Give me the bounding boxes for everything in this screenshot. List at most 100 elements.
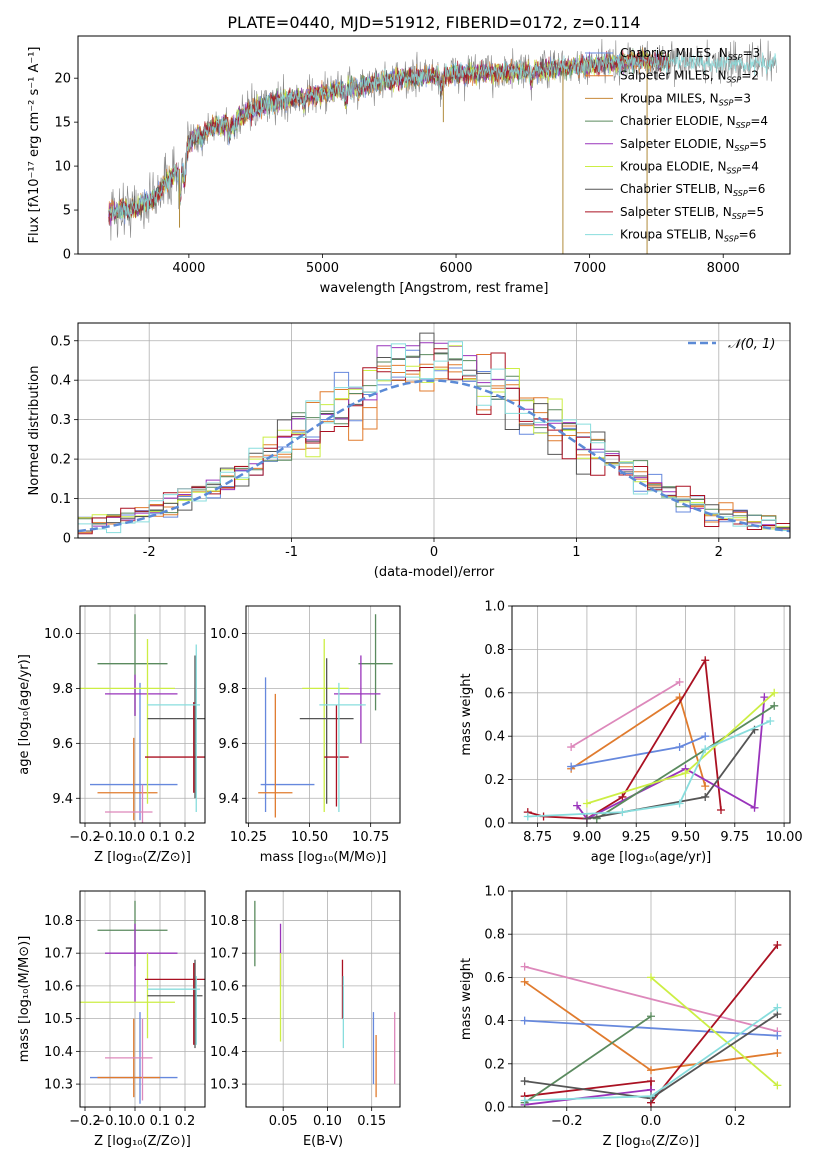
- weight-series-line: [524, 1088, 652, 1106]
- panel-age_vs_Z: −0.2−0.10.0 0.1 0.2 9.4 9.6 9.8 10.0 Z [log₁₀(Z…: [17, 605, 206, 865]
- weight-point-marker: [647, 973, 655, 982]
- residuals-legend: 𝒩(0, 1): [688, 337, 775, 352]
- weight_vs_age-ytick-label: 0.8: [484, 643, 505, 658]
- residuals-ytick-label: 0.1: [50, 492, 71, 507]
- weight-point-marker: [567, 743, 576, 752]
- residuals-xtick-label: -2: [143, 545, 156, 560]
- weight-series: [567, 732, 710, 771]
- legend-entry-value: =2: [741, 69, 759, 83]
- weight-point-marker: [520, 1016, 529, 1025]
- legend-entry-value: =6: [739, 228, 757, 242]
- weight_vs_Z-xtick-label: 0.0: [641, 1114, 662, 1129]
- legend-entry-main: Chabrier ELODIE, N: [620, 114, 736, 128]
- weight-point-marker: [582, 799, 591, 808]
- legend-entry-subscript: SSP: [727, 167, 742, 176]
- weight-point-marker: [573, 801, 582, 810]
- errorbar-point: [105, 1018, 153, 1101]
- weight-series: [520, 1003, 782, 1105]
- panel-weight_vs_Z: −0.2 0.0 0.2 0.0 0.2 0.4 0.6 0.8 1.0 Z [log₁₀(Z/Z…: [459, 885, 791, 1149]
- weight_vs_age-xtick-label: 9.75: [720, 830, 749, 845]
- age_vs_Z-ytick-label: 10.0: [44, 627, 73, 642]
- residuals-xlabel: (data-model)/error: [374, 565, 495, 580]
- residual-histogram: [78, 348, 790, 535]
- legend-entry-subscript: SSP: [724, 235, 739, 244]
- legend-entry-label: Chabrier ELODIE, NSSP=4: [620, 114, 768, 130]
- spectrum-frame: [77, 35, 791, 255]
- legend-entry-subscript: SSP: [728, 53, 743, 62]
- panel-weight_vs_age: 8.75 9.00 9.25 9.50 9.75 10.00 0.0 0.2 0.4 0.6 0.8…: [459, 600, 803, 866]
- weight_vs_age-ytick-label: 1.0: [484, 600, 505, 615]
- weight_vs_Z-frame: [511, 890, 791, 1108]
- weight_vs_age-xtick-label: 9.00: [572, 830, 601, 845]
- weight_vs_Z-xtick-label: 0.2: [725, 1114, 746, 1129]
- legend-entry-value: =5: [749, 137, 767, 151]
- mass_vs_Z-frame: [79, 890, 206, 1108]
- errorbar-point: [319, 682, 366, 813]
- mass_vs_Z-ytick-label: 10.4: [44, 1045, 73, 1060]
- residuals-ytick-label: 0.5: [50, 334, 71, 349]
- age_vs_Z-plot: [80, 614, 205, 823]
- model-spectrum-line: [108, 50, 671, 225]
- weight-point-marker: [675, 799, 684, 808]
- legend-entry-main: Chabrier MILES, N: [620, 46, 728, 60]
- weight_vs_age-xtick-label: 9.25: [622, 830, 651, 845]
- errorbar-point: [145, 702, 205, 793]
- normal-distribution-curve: [78, 379, 790, 533]
- weight-series: [592, 701, 779, 823]
- mass_vs_Z-xtick-label: −0.1: [94, 1114, 126, 1129]
- residuals-axes: -2 -1 0 1 2 0 0.1 0.2 0.3 0.4 0.5 (data-model)/erro…: [27, 322, 791, 580]
- weight-point-marker: [675, 677, 684, 686]
- weight_vs_age-ytick-label: 0.4: [484, 730, 505, 745]
- panel-mass_vs_ebv: 0.05 0.10 0.15 10.3 10.4 10.5 10.6 10.7 10.8 E(B-…: [210, 890, 401, 1149]
- spectrum-ytick-label: 0: [63, 248, 71, 263]
- mass_vs_ebv-xtick-label: 0.05: [269, 1114, 298, 1129]
- errorbar-point: [105, 674, 178, 716]
- mass_vs_ebv-ytick-label: 10.4: [210, 1045, 239, 1060]
- weight-point-marker: [773, 941, 782, 949]
- age_vs_mass-ytick-label: 9.6: [218, 737, 239, 752]
- weight-point-marker: [773, 1049, 782, 1057]
- weight_vs_age-axes: 8.75 9.00 9.25 9.50 9.75 10.00 0.0 0.2 0.4 0.6 0.8…: [459, 600, 803, 866]
- errorbar-point: [258, 693, 293, 818]
- errorbar-point: [80, 638, 175, 804]
- mass_vs_ebv-xtick-label: 0.10: [313, 1114, 342, 1129]
- figure-title: PLATE=0440, MJD=51912, FIBERID=0172, z=0…: [227, 13, 640, 32]
- mass_vs_ebv-grid: [246, 891, 400, 1107]
- weight_vs_age-ytick-label: 0.2: [484, 773, 505, 788]
- weight-point-marker: [701, 792, 710, 801]
- age_vs_Z-xtick-label: 0.2: [175, 830, 196, 845]
- residuals-xtick-label: 0: [430, 545, 438, 560]
- errorbar-point: [105, 784, 153, 823]
- residuals-xtick-label: 2: [715, 545, 723, 560]
- weight_vs_age-xtick-label: 9.50: [671, 830, 700, 845]
- weight-point-marker: [773, 1003, 782, 1012]
- legend-entry-main: Kroupa ELODIE, N: [620, 160, 727, 174]
- mass_vs_ebv-ytick-label: 10.5: [210, 1012, 239, 1027]
- spectrum-xtick-label: 8000: [707, 261, 740, 276]
- legend-entry-subscript: SSP: [719, 98, 734, 107]
- weight-series: [567, 677, 684, 752]
- age_vs_mass-ytick-label: 9.4: [218, 792, 239, 807]
- legend-entry-label: Kroupa MILES, NSSP=3: [620, 91, 751, 107]
- mass_vs_Z-ytick-label: 10.8: [44, 914, 73, 929]
- weight_vs_Z-xlabel: Z [log₁₀(Z/Z⊙)]: [603, 1134, 700, 1149]
- spectrum-xtick-label: 4000: [172, 261, 205, 276]
- legend-entry-value: =3: [733, 91, 751, 105]
- age_vs_mass-xlabel: mass [log₁₀(M/M⊙)]: [260, 850, 387, 865]
- weight-series: [520, 1016, 782, 1040]
- legend-entry-value: =3: [742, 46, 760, 60]
- legend-entry-label: Salpeter ELODIE, NSSP=5: [620, 137, 767, 153]
- mass_vs_ebv-ytick-label: 10.3: [210, 1078, 239, 1093]
- model-spectrum-line: [108, 49, 777, 220]
- age_vs_Z-frame: [79, 605, 206, 824]
- legend-entry-subscript: SSP: [734, 144, 749, 153]
- errorbar-point: [302, 638, 349, 813]
- weight_vs_Z-ytick-label: 0.2: [484, 1057, 505, 1072]
- weight_vs_age-xlabel: age [log₁₀(age/yr)]: [591, 850, 712, 865]
- weight-point-marker: [647, 1092, 655, 1101]
- residuals-ytick-label: 0: [63, 532, 71, 547]
- mass_vs_Z-ytick-label: 10.6: [44, 979, 73, 994]
- mass_vs_ebv-ytick-label: 10.7: [210, 947, 239, 962]
- weight-point-marker: [773, 1031, 782, 1040]
- weight-point-marker: [701, 745, 710, 754]
